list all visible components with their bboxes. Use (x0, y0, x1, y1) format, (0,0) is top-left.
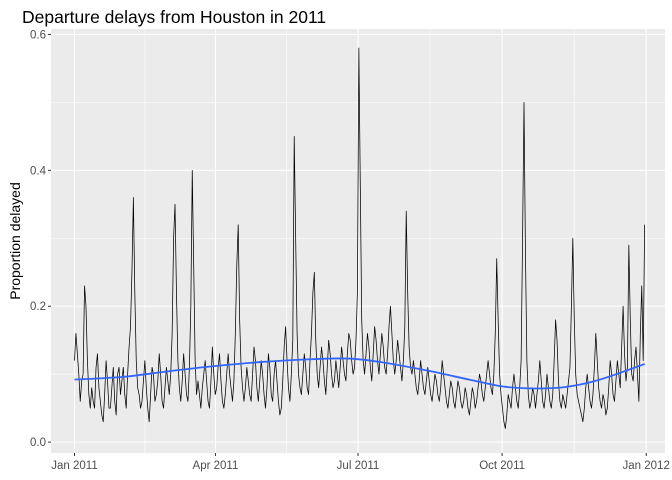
x-axis-ticks: Jan 2011 Apr 2011 Jul 2011 Oct 2011 Jan 2012 (51, 453, 670, 472)
x-tick-label: Oct 2011 (479, 460, 525, 472)
chart-title: Departure delays from Houston in 2011 (22, 7, 327, 27)
y-tick-label: 0.4 (30, 165, 47, 177)
y-tick-label: 0.0 (30, 437, 46, 449)
y-tick-label: 0.6 (30, 29, 46, 41)
x-tick-label: Jan 2011 (51, 460, 97, 472)
delay-proportion-line (74, 47, 646, 429)
x-tick-label: Jan 2012 (623, 460, 670, 472)
x-tick-label: Jul 2011 (337, 460, 380, 472)
y-tick-label: 0.2 (30, 301, 46, 313)
smooth-trend-line (74, 357, 645, 390)
y-axis-title: Proportion delayed (7, 182, 23, 300)
x-tick-label: Apr 2011 (193, 460, 239, 472)
y-axis-ticks: 0.0 0.2 0.4 0.6 (30, 29, 51, 449)
